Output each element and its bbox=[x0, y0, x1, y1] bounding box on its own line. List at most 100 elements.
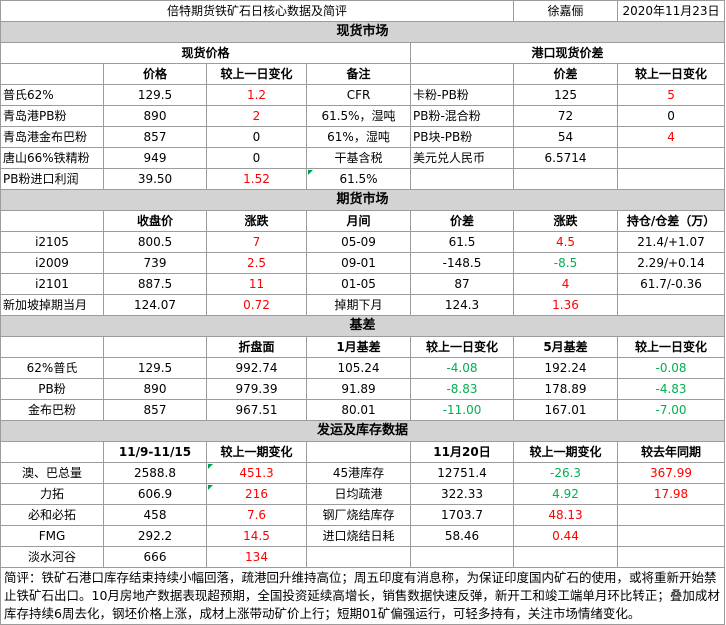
basis-jan: 80.01 bbox=[306, 399, 411, 421]
open-interest: 61.7/-0.36 bbox=[617, 273, 726, 295]
row-label: 62%普氏 bbox=[0, 357, 104, 379]
spot-row: 青岛港金布巴粉 857 0 61%，湿吨 PB块-PB粉 54 4 bbox=[0, 126, 726, 148]
basis-row: 金布巴粉 857 967.51 80.01 -11.00 167.01 -7.00 bbox=[0, 399, 726, 421]
spread-change: 0 bbox=[617, 105, 726, 127]
price-value: 857 bbox=[103, 399, 207, 421]
inventory-label: 日均疏港 bbox=[306, 483, 411, 505]
price-value: 39.50 bbox=[103, 168, 207, 190]
col-header: 持仓/仓差（万） bbox=[617, 210, 726, 232]
inventory-label bbox=[306, 546, 411, 568]
col-header: 价格 bbox=[103, 63, 207, 85]
col-header: 较上一期变化 bbox=[513, 441, 619, 463]
price-value: 949 bbox=[103, 147, 207, 169]
shipment-value: 2588.8 bbox=[103, 462, 207, 484]
basis-jan: 91.89 bbox=[306, 378, 411, 400]
title-row: 倍特期货铁矿石日核心数据及简评 徐嘉俪 2020年11月23日 bbox=[0, 0, 726, 22]
col-header: 较上一日变化 bbox=[206, 63, 307, 85]
spot-price-title: 现货价格 bbox=[0, 42, 411, 64]
note-value: 61%，湿吨 bbox=[306, 126, 411, 148]
basis-may-change: -4.83 bbox=[617, 378, 726, 400]
note-value: CFR bbox=[306, 84, 411, 106]
shipping-row: 澳、巴总量 2588.8 451.3 45港库存 12751.4 -26.3 367.99 bbox=[0, 462, 726, 484]
basis-header-row: 折盘面 1月基差 较上一日变化 5月基差 较上一日变化 bbox=[0, 336, 726, 358]
spot-row: 青岛港PB粉 890 2 61.5%，湿吨 PB粉-混合粉 72 0 bbox=[0, 105, 726, 127]
basis-may-change: -7.00 bbox=[617, 399, 726, 421]
inventory-change: 48.13 bbox=[513, 504, 619, 526]
row-label: 青岛港PB粉 bbox=[0, 105, 104, 127]
author: 徐嘉俪 bbox=[513, 0, 619, 22]
change-value: 0 bbox=[206, 126, 307, 148]
contract-label: i2105 bbox=[0, 231, 104, 253]
note-value: 61.5%，湿吨 bbox=[306, 105, 411, 127]
change-value: 2.5 bbox=[206, 252, 307, 274]
empty-header bbox=[306, 441, 411, 463]
col-header: 较上一日变化 bbox=[617, 336, 726, 358]
contract-label: i2101 bbox=[0, 273, 104, 295]
spread-change bbox=[617, 147, 726, 169]
change-value: 1.2 bbox=[206, 84, 307, 106]
section-title-basis: 基差 bbox=[0, 315, 726, 337]
yoy-value bbox=[617, 525, 726, 547]
spread-value: 72 bbox=[513, 105, 619, 127]
spread-label: 美元兑人民币 bbox=[409, 147, 515, 169]
spread-change: 5 bbox=[617, 84, 726, 106]
col-header: 涨跌 bbox=[513, 210, 619, 232]
inventory-value: 12751.4 bbox=[409, 462, 515, 484]
row-label: 必和必拓 bbox=[0, 504, 104, 526]
basis-may: 167.01 bbox=[513, 399, 619, 421]
col-header: 11/9-11/15 bbox=[103, 441, 207, 463]
section-shipping: 发运及库存数据 bbox=[0, 420, 726, 442]
shipping-header-row: 11/9-11/15 较上一期变化 11月20日 较上一期变化 较去年同期 bbox=[0, 441, 726, 463]
shipment-value: 292.2 bbox=[103, 525, 207, 547]
row-label: 青岛港金布巴粉 bbox=[0, 126, 104, 148]
col-header: 价差 bbox=[409, 210, 515, 232]
col-header: 5月基差 bbox=[513, 336, 619, 358]
spread-value: 124.3 bbox=[409, 294, 515, 316]
spread-label: PB块-PB粉 bbox=[409, 126, 515, 148]
price-value: 129.5 bbox=[103, 357, 207, 379]
futures-row: i2105 800.5 7 05-09 61.5 4.5 21.4/+1.07 bbox=[0, 231, 726, 253]
empty-header bbox=[103, 336, 207, 358]
spread-label: 卡粉-PB粉 bbox=[409, 84, 515, 106]
spread-value: 125 bbox=[513, 84, 619, 106]
shipping-row: FMG 292.2 14.5 进口烧结日耗 58.46 0.44 bbox=[0, 525, 726, 547]
price-value: 890 bbox=[103, 378, 207, 400]
yoy-value: 367.99 bbox=[617, 462, 726, 484]
shipment-change: 14.5 bbox=[206, 525, 307, 547]
change-value: 0 bbox=[206, 147, 307, 169]
basis-may: 192.24 bbox=[513, 357, 619, 379]
inventory-change: 4.92 bbox=[513, 483, 619, 505]
spread-change: 4 bbox=[513, 273, 619, 295]
row-label: 唐山66%铁精粉 bbox=[0, 147, 104, 169]
shipping-row: 力拓 606.9 216 日均疏港 322.33 4.92 17.98 bbox=[0, 483, 726, 505]
yoy-value bbox=[617, 504, 726, 526]
spread-value: -148.5 bbox=[409, 252, 515, 274]
shipment-value: 606.9 bbox=[103, 483, 207, 505]
spot-spread-title: 港口现货价差 bbox=[409, 42, 726, 64]
spread-value: 61.5 bbox=[409, 231, 515, 253]
inventory-value: 322.33 bbox=[409, 483, 515, 505]
change-value: 2 bbox=[206, 105, 307, 127]
open-interest: 21.4/+1.07 bbox=[617, 231, 726, 253]
row-label: PB粉进口利润 bbox=[0, 168, 104, 190]
spread-label: 掉期下月 bbox=[306, 294, 411, 316]
note-value: 干基含税 bbox=[306, 147, 411, 169]
close-value: 739 bbox=[103, 252, 207, 274]
note-value: 61.5% bbox=[306, 168, 411, 190]
yoy-value: 17.98 bbox=[617, 483, 726, 505]
inventory-change: 0.44 bbox=[513, 525, 619, 547]
price-value: 890 bbox=[103, 105, 207, 127]
futures-header-row: 收盘价 涨跌 月间 价差 涨跌 持仓/仓差（万） bbox=[0, 210, 726, 232]
open-interest: 2.29/+0.14 bbox=[617, 252, 726, 274]
change-value: 7 bbox=[206, 231, 307, 253]
inventory-label: 钢厂烧结库存 bbox=[306, 504, 411, 526]
spread-value: 87 bbox=[409, 273, 515, 295]
spot-row: 普氏62% 129.5 1.2 CFR 卡粉-PB粉 125 5 bbox=[0, 84, 726, 106]
basis-jan-change: -4.08 bbox=[409, 357, 515, 379]
col-header: 收盘价 bbox=[103, 210, 207, 232]
row-label: PB粉 bbox=[0, 378, 104, 400]
section-futures: 期货市场 bbox=[0, 189, 726, 211]
summary-text: 简评：铁矿石港口库存结束持续小幅回落，疏港回升维持高位；周五印度有消息称，为保证… bbox=[0, 567, 726, 625]
contract-label: i2009 bbox=[0, 252, 104, 274]
section-spot: 现货市场 bbox=[0, 21, 726, 43]
